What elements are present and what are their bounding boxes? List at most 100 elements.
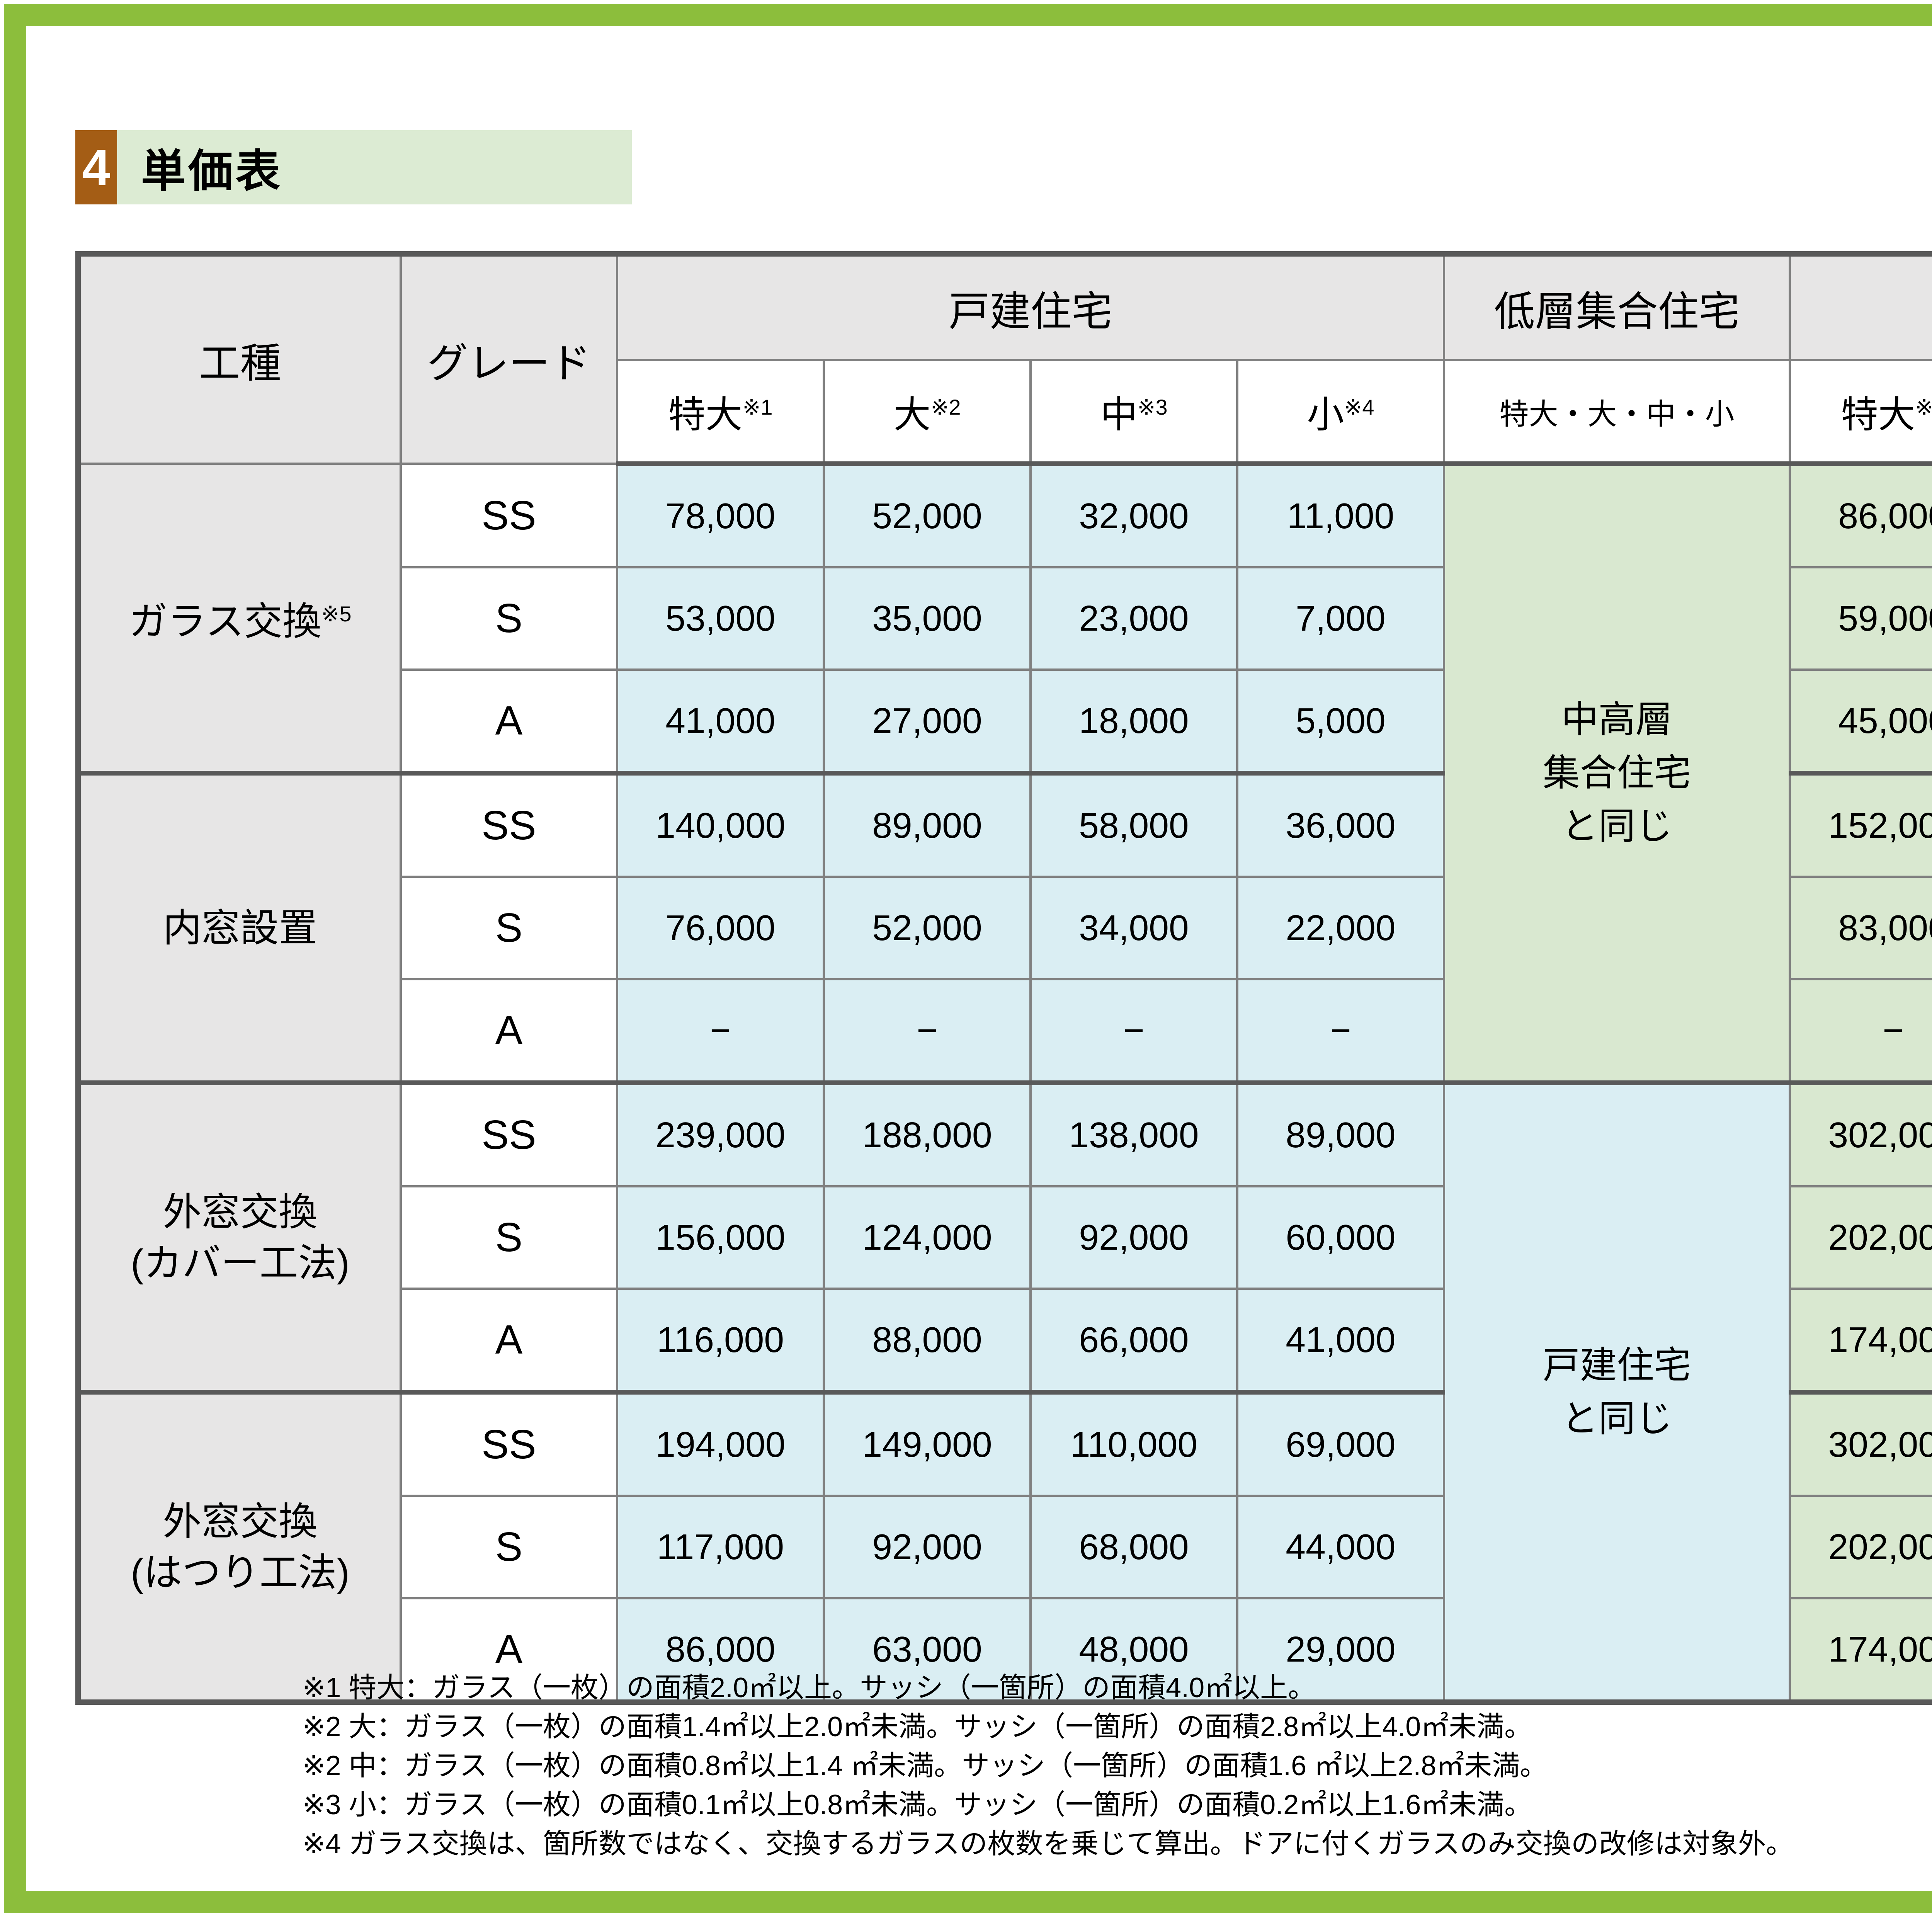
price-cell: 41,000 — [616, 668, 825, 774]
price-cell: 152,000 — [1789, 771, 1932, 878]
footnote: ※2 大：ガラス（一枚）の面積1.4㎡以上2.0㎡未満。サッシ（一箇所）の面積2… — [302, 1711, 1532, 1742]
price-cell: 194,000 — [616, 1390, 825, 1497]
note-line: と同じ — [1561, 1398, 1673, 1439]
work-label-outer-window-cover: 外窓交換 (カバー工法) — [77, 1080, 402, 1393]
price-cell: 18,000 — [1029, 668, 1238, 774]
price-cell: 124,000 — [823, 1185, 1032, 1290]
price-cell: 52,000 — [823, 463, 1032, 568]
price-cell: 174,000 — [1789, 1597, 1932, 1703]
grade-cell: A — [400, 668, 618, 774]
work-label-text: 内窓設置 — [163, 906, 318, 950]
header-detached-house: 戸建住宅 — [616, 253, 1445, 361]
grade-cell: S — [400, 876, 618, 980]
header-size-l: 大※2 — [823, 359, 1032, 466]
price-cell: 29,000 — [1236, 1597, 1445, 1703]
note-line: と同じ — [1561, 806, 1673, 847]
header-grade: グレード — [400, 253, 618, 465]
footnote: ※2 中：ガラス（一枚）の面積0.8㎡以上1.4 ㎡未満。サッシ（一箇所）の面積… — [302, 1750, 1548, 1781]
price-cell: 76,000 — [616, 876, 825, 980]
price-cell: 89,000 — [823, 771, 1032, 878]
price-cell: 52,000 — [823, 876, 1032, 980]
note-line: 集合住宅 — [1543, 752, 1691, 794]
table-row: 外窓交換 (カバー工法) SS 239,000 188,000 138,000 … — [77, 1080, 1932, 1703]
price-cell: − — [1789, 978, 1932, 1084]
size-label: 特大 — [668, 394, 743, 435]
header-lowrise-sizes: 特大・大・中・小 — [1443, 359, 1791, 466]
price-cell: 66,000 — [1029, 1288, 1238, 1393]
price-cell: − — [616, 978, 825, 1084]
price-cell: 174,000 — [1789, 1288, 1932, 1393]
work-label-text: ガラス交換 — [129, 600, 321, 643]
price-cell: 32,000 — [1029, 463, 1238, 568]
page-title: 単価表 — [117, 130, 632, 204]
price-cell: 138,000 — [1029, 1080, 1238, 1187]
table-row: S 117,000 92,000 68,000 44,000 202,000 1… — [78, 1495, 1932, 1599]
size-label: 中 — [1100, 394, 1138, 435]
price-cell: 48,000 — [1029, 1597, 1238, 1703]
price-cell: 239,000 — [616, 1080, 825, 1187]
grade-cell: A — [400, 978, 618, 1084]
work-label-text: 外窓交換 — [163, 1500, 318, 1543]
header-size-xl: 特大※1 — [616, 359, 825, 466]
size-note: ※1 — [742, 395, 773, 419]
size-label: 特大 — [1841, 394, 1915, 435]
size-note: ※1 — [1915, 395, 1932, 419]
price-cell: 23,000 — [1029, 566, 1238, 671]
note-line: 戸建住宅 — [1543, 1345, 1691, 1386]
price-cell: 140,000 — [616, 771, 825, 878]
grade-cell: S — [400, 1495, 618, 1599]
price-cell: − — [823, 978, 1032, 1084]
work-label-glass-replacement: ガラス交換※5 — [77, 463, 402, 774]
price-cell: − — [1029, 978, 1238, 1084]
price-cell: 44,000 — [1236, 1495, 1445, 1599]
table-row: A 116,000 88,000 66,000 41,000 174,000 1… — [78, 1288, 1932, 1393]
price-cell: 45,000 — [1789, 668, 1932, 774]
price-cell: 149,000 — [823, 1390, 1032, 1497]
grade-cell: A — [400, 1597, 618, 1703]
footnote: ※3 小：ガラス（一枚）の面積0.1㎡以上0.8㎡未満。サッシ（一箇所）の面積0… — [302, 1789, 1532, 1820]
price-cell: 11,000 — [1236, 463, 1445, 568]
price-cell: 7,000 — [1236, 566, 1445, 671]
price-cell: 92,000 — [1029, 1185, 1238, 1290]
price-cell: 302,000 — [1789, 1080, 1932, 1187]
work-label-inner-window: 内窓設置 — [77, 771, 402, 1084]
price-cell: 110,000 — [1029, 1390, 1238, 1497]
footnote: ※1 特大：ガラス（一枚）の面積2.0㎡以上。サッシ（一箇所）の面積4.0㎡以上… — [302, 1672, 1316, 1703]
price-cell: 202,000 — [1789, 1185, 1932, 1290]
lowrise-same-as-midhighrise-note: 中高層 集合住宅 と同じ — [1443, 463, 1791, 1084]
table-row: A − − − − − − − − — [78, 978, 1932, 1084]
table-row: 外窓交換 (はつり工法) SS 194,000 149,000 110,000 … — [77, 1390, 1932, 1703]
price-cell: 60,000 — [1236, 1185, 1445, 1290]
price-cell: 69,000 — [1236, 1390, 1445, 1497]
price-cell: 88,000 — [823, 1288, 1032, 1393]
price-cell: 36,000 — [1236, 771, 1445, 878]
header-work-type: 工種 — [77, 253, 402, 465]
grade-cell: SS — [400, 463, 618, 568]
table-row: S 53,000 35,000 23,000 7,000 59,000 39,0… — [78, 566, 1932, 671]
price-cell: 63,000 — [823, 1597, 1032, 1703]
table-row: A 86,000 63,000 48,000 29,000 174,000 13… — [78, 1597, 1932, 1703]
price-cell: 86,000 — [616, 1597, 825, 1703]
size-note: ※4 — [1344, 395, 1374, 419]
work-label-text: 外窓交換 — [163, 1190, 318, 1234]
price-cell: 41,000 — [1236, 1288, 1445, 1393]
work-label-text: (はつり工法) — [131, 1551, 350, 1594]
price-cell: 68,000 — [1029, 1495, 1238, 1599]
size-note: ※3 — [1137, 395, 1168, 419]
price-cell: 92,000 — [823, 1495, 1032, 1599]
header-size-xl: 特大※1 — [1789, 359, 1932, 466]
header-size-m: 中※3 — [1029, 359, 1238, 466]
price-cell: 35,000 — [823, 566, 1032, 671]
lowrise-same-as-detached-note: 戸建住宅 と同じ — [1443, 1080, 1791, 1703]
header-lowrise-housing: 低層集合住宅 — [1443, 253, 1791, 361]
header-size-s: 小※4 — [1236, 359, 1445, 466]
price-cell: 58,000 — [1029, 771, 1238, 878]
footnote: ※4 ガラス交換は、箇所数ではなく、交換するガラスの枚数を乗じて算出。ドアに付く… — [302, 1829, 1794, 1859]
price-cell: 117,000 — [616, 1495, 825, 1599]
section-number-badge: 4 — [75, 130, 117, 204]
price-cell: 34,000 — [1029, 876, 1238, 980]
